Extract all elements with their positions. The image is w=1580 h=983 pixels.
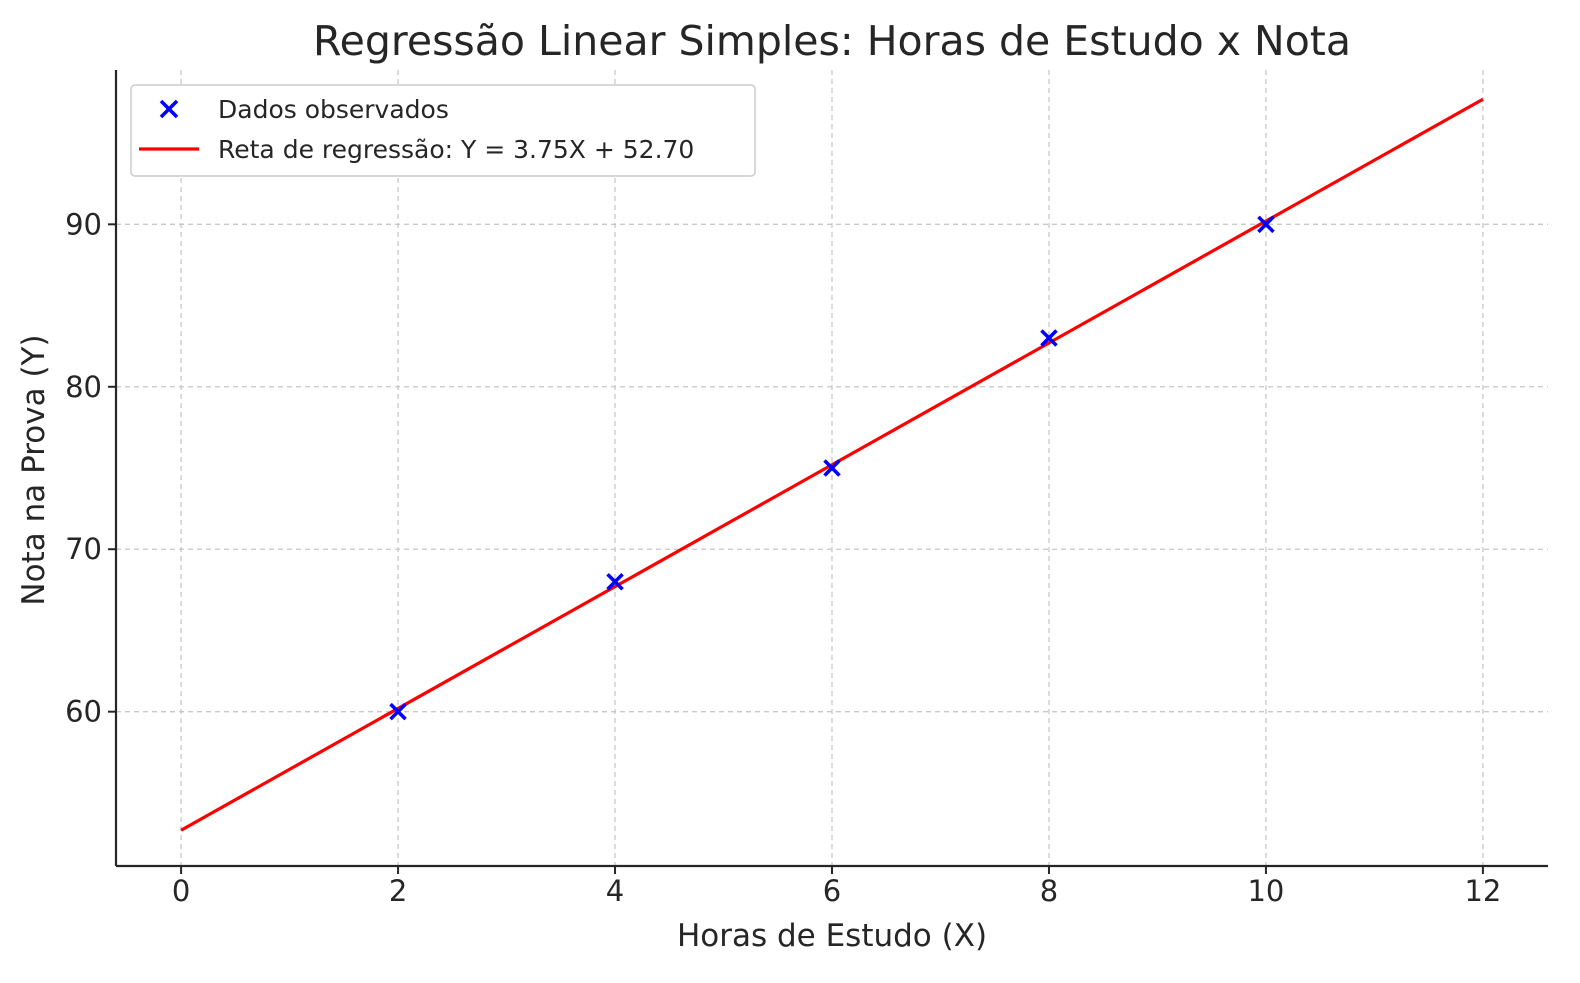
legend-box — [130, 84, 756, 177]
chart-title: Regressão Linear Simples: Horas de Estud… — [313, 17, 1351, 65]
x-tick-label: 2 — [389, 874, 407, 908]
data-point-stroke — [1040, 329, 1058, 347]
y-tick-label: 60 — [65, 695, 102, 729]
legend-label-regression: Reta de regressão: Y = 3.75X + 52.70 — [218, 135, 694, 164]
data-point-stroke — [389, 702, 407, 721]
data-point — [389, 702, 407, 721]
data-point — [1257, 215, 1275, 234]
legend-label-observed: Dados observados — [218, 95, 449, 124]
regression-line — [180, 97, 1484, 832]
y-tick-label: 70 — [65, 532, 102, 566]
x-tick-label: 4 — [606, 874, 624, 908]
data-layer — [180, 97, 1484, 832]
y-tick-label: 80 — [65, 370, 102, 404]
x-axis-label: Horas de Estudo (X) — [677, 918, 987, 954]
data-point — [1040, 329, 1058, 347]
axes-layer: 0 2 4 6 8 10 12 60 70 80 90 — [65, 70, 1548, 908]
x-tick-label: 12 — [1464, 874, 1501, 908]
x-tick-label: 10 — [1247, 874, 1284, 908]
legend: Dados observados Reta de regressão: Y = … — [130, 84, 756, 177]
legend-marker-observed — [159, 99, 179, 119]
x-tick-label: 0 — [172, 874, 190, 908]
data-point-stroke — [1257, 215, 1275, 234]
x-tick-label: 8 — [1040, 874, 1058, 908]
x-tick-label: 6 — [823, 874, 841, 908]
data-point — [606, 572, 624, 591]
y-axis-label: Nota na Prova (Y) — [16, 334, 52, 605]
data-point — [823, 459, 841, 477]
data-point-stroke — [823, 459, 841, 477]
data-point-stroke — [606, 572, 624, 591]
y-tick-label: 90 — [65, 207, 102, 241]
